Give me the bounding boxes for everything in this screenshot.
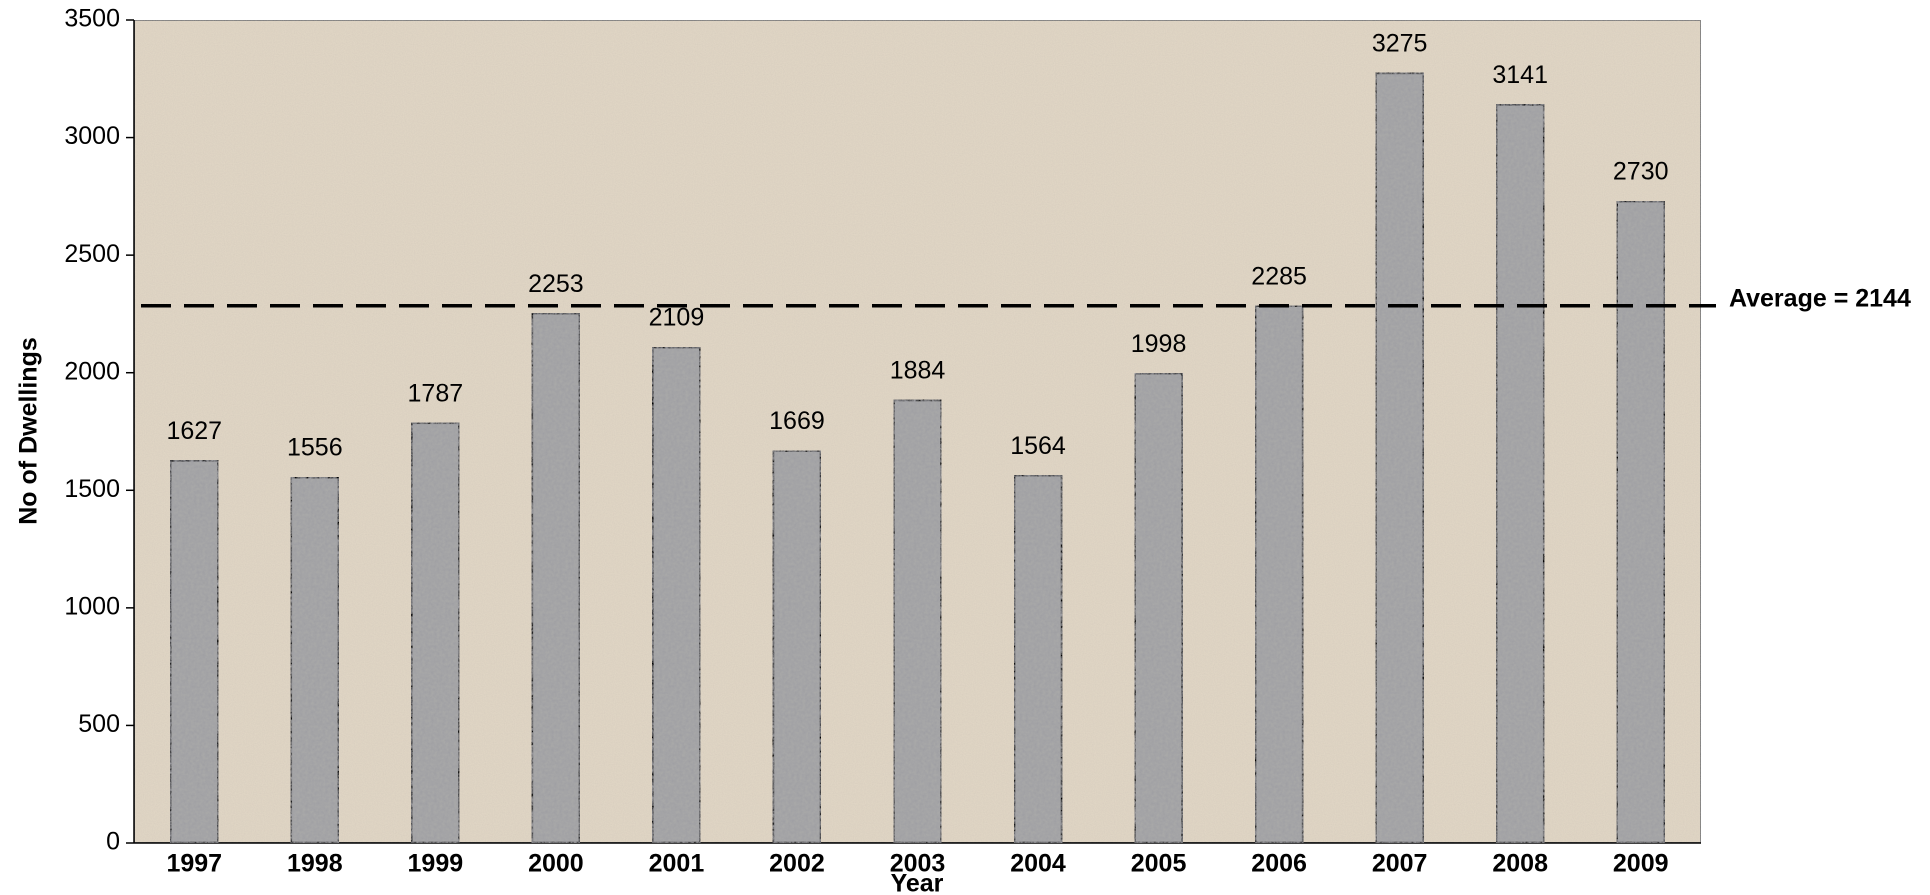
bar (892, 398, 943, 845)
bar (530, 311, 582, 845)
bar (651, 345, 702, 845)
x-tick-label: 2002 (769, 850, 825, 878)
x-tick-label: 2003 (890, 850, 946, 878)
value-label: 1669 (769, 407, 825, 435)
bar (1253, 304, 1305, 845)
bar (1615, 199, 1666, 845)
value-label: 1884 (890, 357, 946, 385)
bar (1133, 371, 1184, 845)
value-label: 1787 (408, 379, 464, 407)
bar (410, 421, 461, 845)
y-tick-label: 2000 (64, 357, 120, 385)
value-label: 2730 (1613, 158, 1669, 186)
value-label: 1564 (1010, 432, 1066, 460)
average-label: Average = 2144 (1729, 284, 1911, 312)
x-tick-label: 2005 (1131, 850, 1187, 878)
value-label: 2285 (1251, 262, 1307, 290)
value-label: 1556 (287, 434, 343, 462)
y-tick-label: 2500 (64, 240, 120, 268)
x-tick-label: 2009 (1613, 850, 1669, 878)
value-label: 2253 (528, 270, 584, 298)
x-tick-label: 2004 (1010, 850, 1066, 878)
x-tick-label: 1998 (287, 850, 343, 878)
x-tick-label: 2007 (1372, 850, 1428, 878)
bar (1374, 71, 1425, 845)
y-tick-label: 3000 (64, 122, 120, 150)
value-label: 2109 (649, 304, 705, 332)
value-label: 1627 (166, 417, 222, 445)
x-tick-label: 1999 (408, 850, 464, 878)
x-tick-label: 2008 (1492, 850, 1548, 878)
y-axis-title: No of Dwellings (15, 337, 43, 525)
value-label: 3141 (1492, 61, 1548, 89)
x-tick-label: 1997 (166, 850, 222, 878)
x-tick-label: 2006 (1251, 850, 1307, 878)
bar (289, 475, 341, 845)
x-tick-label: 2001 (649, 850, 705, 878)
y-tick-label: 500 (78, 710, 120, 738)
x-axis-title: Year (891, 870, 944, 895)
bar (1012, 473, 1064, 845)
bar (1494, 103, 1546, 845)
value-label: 3275 (1372, 30, 1428, 58)
y-tick-label: 1500 (64, 475, 120, 503)
x-tick-label: 2000 (528, 850, 584, 878)
y-tick-label: 1000 (64, 592, 120, 620)
bar (169, 459, 220, 845)
bar (771, 449, 823, 845)
value-label: 1998 (1131, 330, 1187, 358)
y-tick-label: 3500 (64, 5, 120, 33)
y-tick-label: 0 (106, 828, 120, 856)
